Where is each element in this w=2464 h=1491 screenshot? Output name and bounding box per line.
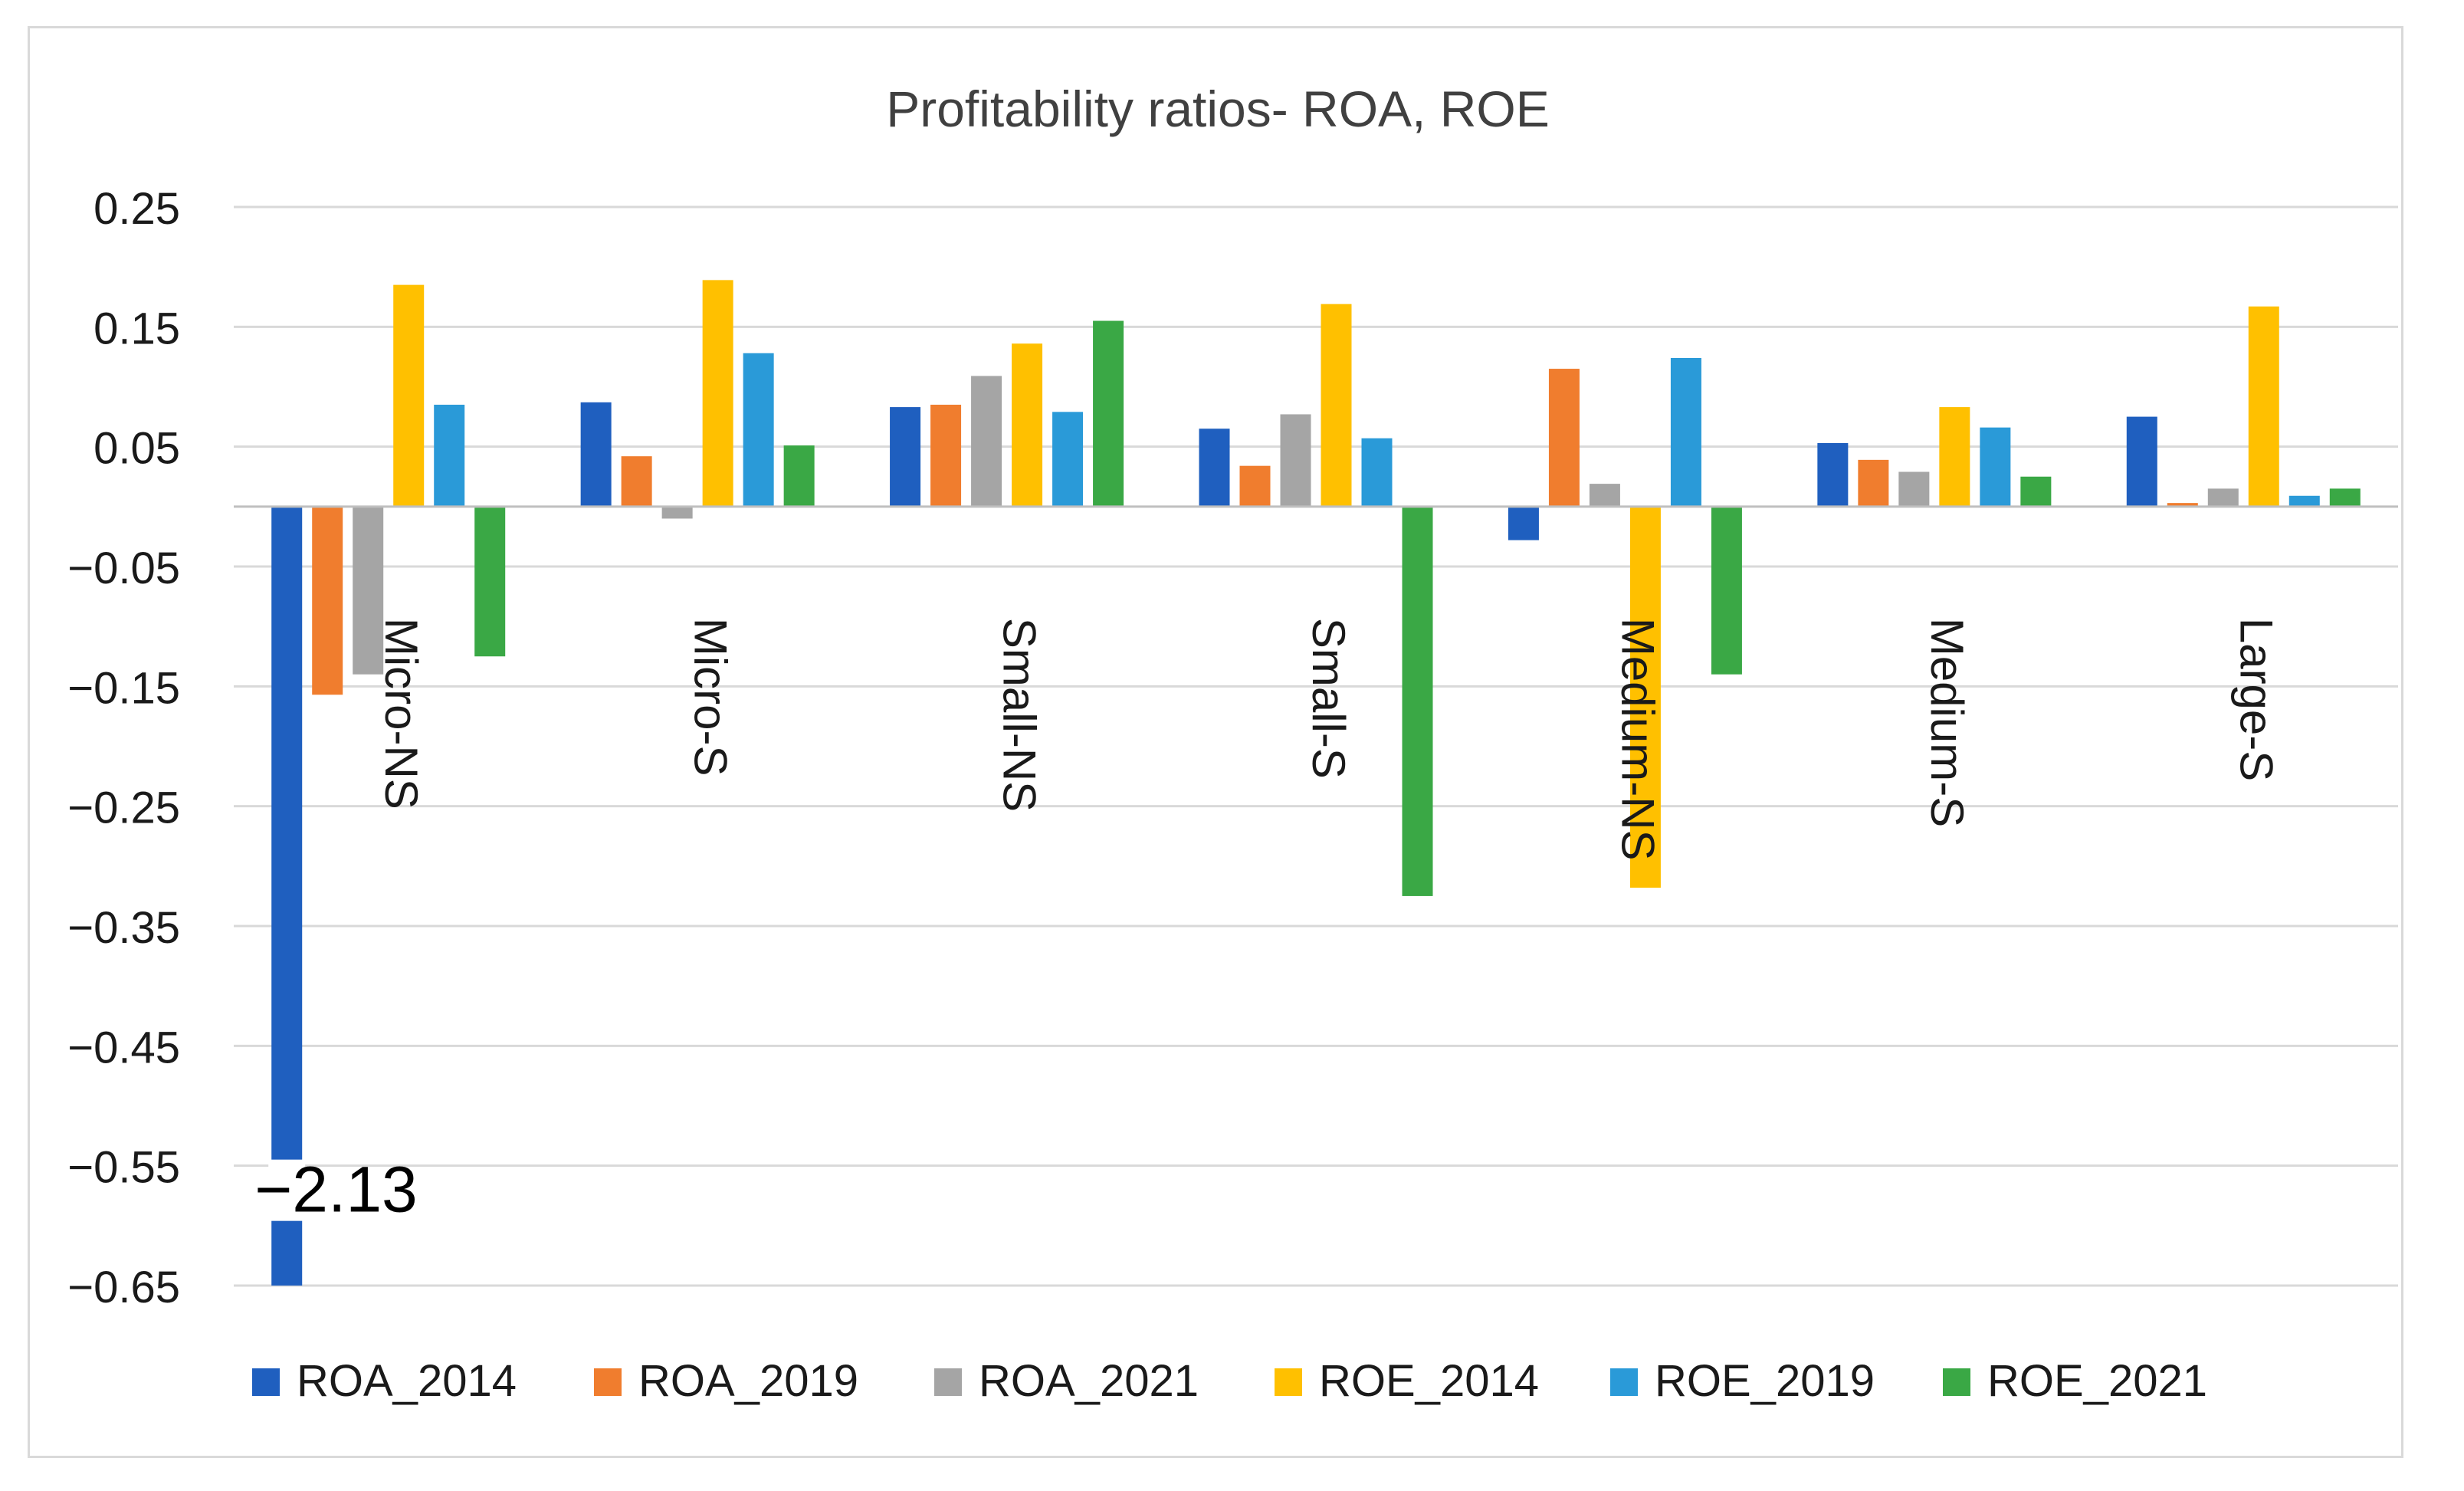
bar-roe-2021-small-s — [1402, 506, 1433, 896]
y-tick-label: −0.05 — [67, 544, 180, 593]
category-label-micro-ns: Micro-NS — [376, 618, 427, 810]
axis-break-value-label: −2.13 — [254, 1154, 418, 1226]
bar-roe-2019-micro-s — [743, 353, 774, 507]
legend-label-roa-2014: ROA_2014 — [297, 1356, 517, 1406]
category-label-medium-s: Medium-S — [1921, 618, 1973, 827]
bar-roa-2014-micro-s — [580, 402, 612, 507]
bar-roa-2021-medium-ns — [1589, 484, 1620, 507]
bar-roe-2014-small-s — [1321, 304, 1352, 507]
bar-roa-2021-medium-s — [1898, 471, 1930, 507]
axis-break-gap — [268, 1159, 306, 1221]
y-tick-label: −0.15 — [67, 663, 180, 713]
y-tick-label: −0.55 — [67, 1143, 180, 1193]
legend-label-roa-2019: ROA_2019 — [638, 1356, 858, 1406]
category-label-medium-ns: Medium-NS — [1613, 618, 1664, 861]
legend-label-roe-2014: ROE_2014 — [1319, 1356, 1539, 1406]
bar-roa-2014-medium-s — [1817, 442, 1849, 507]
chart-svg: Profitability ratios- ROA, ROE 0.250.150… — [67, 80, 2398, 1406]
bar-roa-2021-small-s — [1280, 414, 1311, 507]
category-labels: Micro-NS Micro-S Small-NS Small-S Medium-NS M… — [376, 618, 2282, 861]
bar-roa-2021-micro-s — [661, 506, 693, 519]
bar-roa-2019-medium-ns — [1548, 369, 1580, 507]
bar-roe-2019-small-ns — [1052, 412, 1084, 507]
legend-swatch-roa-2019 — [594, 1368, 622, 1396]
bar-roa-2021-small-ns — [971, 376, 1002, 507]
y-axis-tick-labels: 0.25 0.15 0.05 −0.05 −0.15 −0.25 −0.35 −0.45 −0.… — [67, 184, 180, 1312]
bar-roe-2019-medium-s — [1980, 427, 2011, 507]
legend-swatch-roe-2021 — [1943, 1368, 1970, 1396]
category-label-micro-s: Micro-S — [684, 618, 736, 777]
bar-roa-2014-small-s — [1199, 429, 1230, 507]
y-tick-label: 0.05 — [94, 424, 180, 474]
bar-roe-2014-small-ns — [1012, 343, 1043, 507]
category-label-small-s: Small-S — [1303, 618, 1354, 779]
bar-roa-2019-micro-ns — [312, 506, 343, 695]
bar-roa-2014-medium-ns — [1508, 506, 1539, 540]
bar-roe-2019-micro-ns — [434, 404, 465, 507]
legend: ROA_2014 ROA_2019 ROA_2021 ROE_2014 ROE_2019… — [252, 1356, 2207, 1406]
bar-roa-2014-micro-ns — [271, 506, 303, 1286]
y-tick-label: −0.25 — [67, 783, 180, 833]
chart-frame: Profitability ratios- ROA, ROE 0.25 0.15 0… — [28, 26, 2403, 1458]
annotations: −2.13 — [254, 1154, 418, 1226]
bar-roe-2019-medium-ns — [1670, 357, 1701, 507]
y-tick-label: −0.45 — [67, 1023, 180, 1072]
legend-label-roe-2019: ROE_2019 — [1655, 1356, 1875, 1406]
bar-roe-2014-micro-ns — [393, 284, 425, 507]
bar-roa-2019-medium-s — [1858, 459, 1889, 507]
bar-roa-2019-micro-s — [621, 456, 652, 507]
legend-label-roa-2021: ROA_2021 — [979, 1356, 1199, 1406]
bar-roe-2019-large-s — [2288, 495, 2320, 507]
bar-roe-2021-micro-ns — [474, 506, 506, 657]
bar-roa-2019-small-ns — [930, 404, 962, 507]
bar-roa-2021-large-s — [2207, 488, 2239, 507]
legend-label-roe-2021: ROE_2021 — [1987, 1356, 2207, 1406]
category-label-large-s: Large-S — [2230, 618, 2282, 781]
bar-roe-2014-medium-s — [1939, 407, 1970, 507]
bar-roa-2019-large-s — [2167, 503, 2198, 507]
bar-roe-2021-medium-s — [2020, 476, 2052, 507]
bar-roe-2021-large-s — [2329, 488, 2361, 507]
bars — [271, 280, 2361, 1286]
bar-roa-2021-micro-ns — [353, 506, 384, 675]
bar-roe-2014-medium-ns — [1629, 506, 1661, 888]
bar-roe-2021-micro-s — [783, 445, 815, 507]
bar-roe-2014-large-s — [2248, 306, 2279, 507]
legend-swatch-roe-2019 — [1610, 1368, 1638, 1396]
bar-roa-2019-small-s — [1239, 465, 1271, 507]
bar-roe-2014-micro-s — [702, 280, 733, 507]
legend-swatch-roa-2014 — [252, 1368, 280, 1396]
category-label-small-ns: Small-NS — [994, 618, 1045, 812]
chart-title: Profitability ratios- ROA, ROE — [886, 80, 1550, 137]
bar-roe-2019-small-s — [1361, 438, 1393, 507]
y-tick-label: 0.15 — [94, 304, 180, 353]
y-tick-label: 0.25 — [94, 184, 180, 234]
bar-roa-2014-large-s — [2126, 416, 2157, 507]
legend-swatch-roe-2014 — [1275, 1368, 1302, 1396]
bar-roa-2014-small-ns — [890, 407, 921, 507]
legend-swatch-roa-2021 — [934, 1368, 962, 1396]
bar-roe-2021-medium-ns — [1711, 506, 1742, 675]
y-tick-label: −0.65 — [67, 1263, 180, 1312]
bar-roe-2021-small-ns — [1093, 320, 1124, 507]
y-tick-label: −0.35 — [67, 903, 180, 953]
